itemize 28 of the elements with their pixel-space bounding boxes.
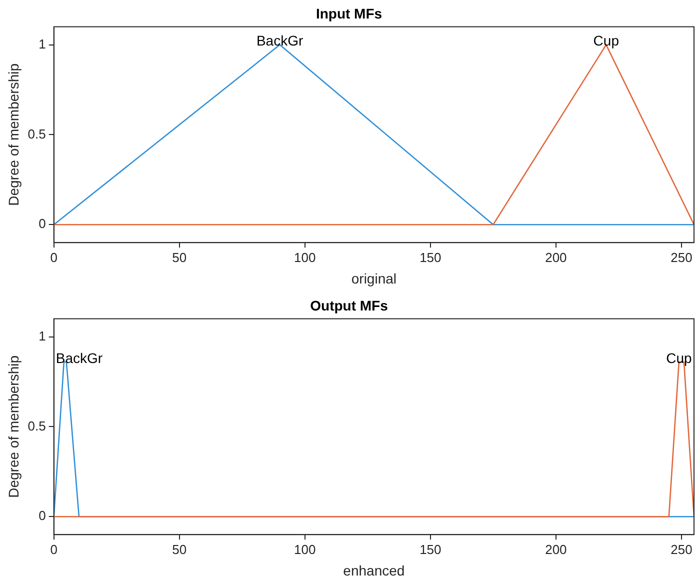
series-label: Cup	[666, 350, 692, 366]
x-tick-label: 200	[545, 542, 567, 557]
x-tick-label: 100	[294, 542, 316, 557]
chart-title: Output MFs	[310, 297, 388, 314]
x-tick-label: 250	[670, 250, 692, 265]
x-tick-label: 50	[172, 542, 187, 557]
y-tick-label: 1	[38, 328, 46, 344]
x-tick-label: 250	[670, 542, 692, 557]
series-label: BackGr	[56, 350, 103, 366]
x-tick-label: 100	[294, 250, 316, 265]
x-axis-title: original	[351, 270, 397, 286]
series-label: Cup	[593, 32, 620, 49]
x-tick-label: 200	[545, 250, 567, 265]
y-tick-label: 0	[38, 508, 46, 524]
y-axis-title: Degree of membership	[5, 63, 22, 206]
x-tick-label: 0	[50, 542, 58, 557]
y-tick-label: 0.5	[28, 126, 46, 142]
chart-title: Input MFs	[316, 5, 382, 22]
x-axis-title: enhanced	[343, 562, 405, 578]
x-tick-label: 150	[420, 542, 442, 557]
x-tick-label: 150	[420, 250, 442, 265]
x-tick-label: 50	[172, 250, 187, 265]
y-tick-label: 0.5	[28, 418, 46, 434]
x-tick-label: 0	[50, 250, 58, 265]
y-tick-label: 1	[38, 36, 46, 52]
y-axis-title: Degree of membership	[5, 355, 22, 498]
series-label: BackGr	[256, 32, 304, 49]
y-tick-label: 0	[38, 216, 46, 232]
